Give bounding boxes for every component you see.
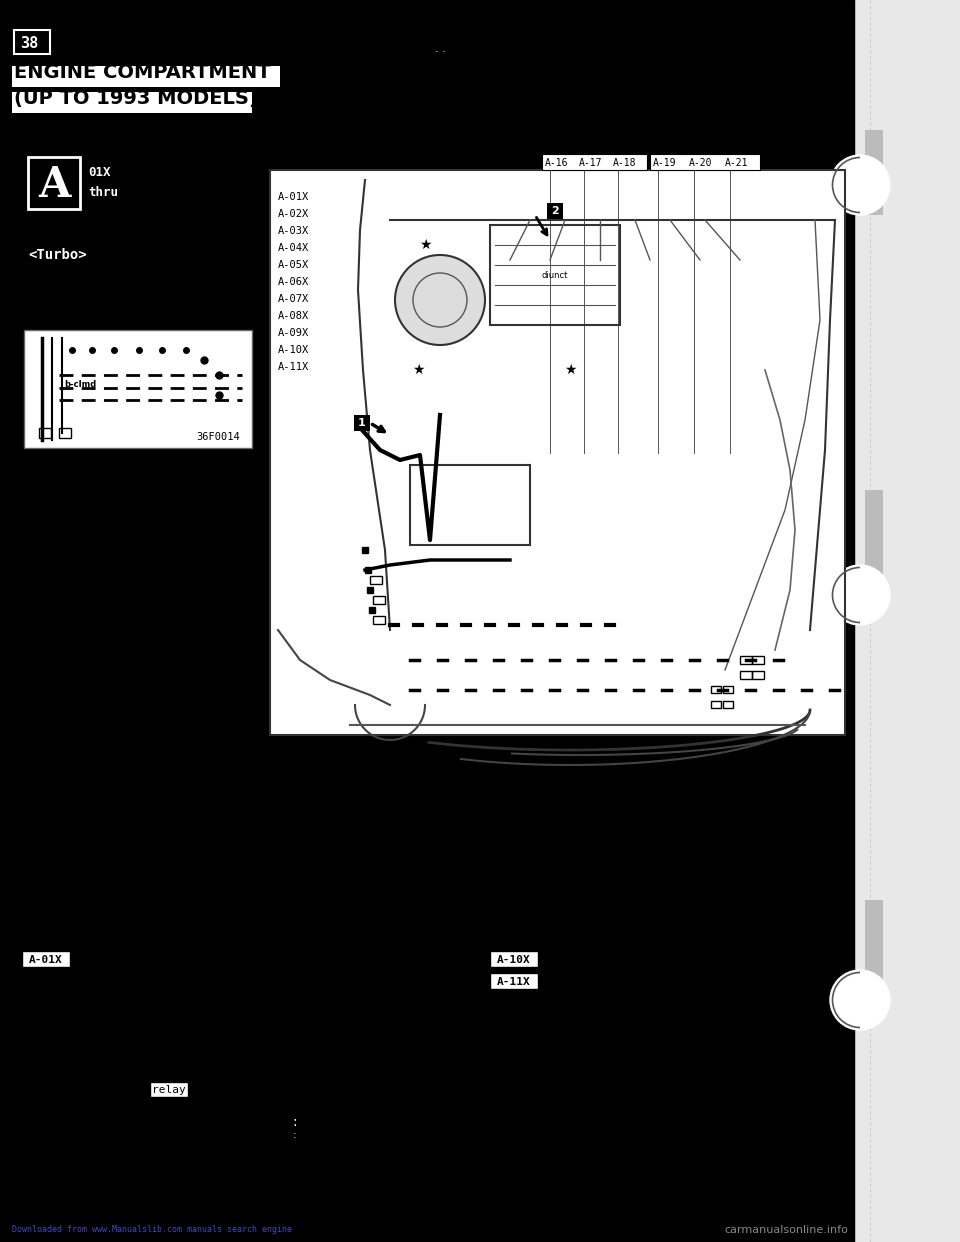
Text: ★: ★ bbox=[412, 363, 424, 378]
Text: A-02X: A-02X bbox=[278, 209, 309, 219]
Text: carmanualsonline.info: carmanualsonline.info bbox=[724, 1225, 848, 1235]
Text: Downloaded from www.Manualslib.com manuals search engine: Downloaded from www.Manualslib.com manua… bbox=[12, 1226, 292, 1235]
Text: A-09X: A-09X bbox=[278, 328, 309, 338]
Text: A-21: A-21 bbox=[725, 158, 749, 168]
Text: 36F0014: 36F0014 bbox=[196, 432, 240, 442]
Text: A-20: A-20 bbox=[689, 158, 712, 168]
Bar bbox=[740, 671, 752, 679]
Bar bbox=[865, 900, 883, 1000]
Text: A-08X: A-08X bbox=[278, 310, 309, 320]
Text: 01X: 01X bbox=[88, 165, 110, 179]
Bar bbox=[740, 656, 752, 664]
Circle shape bbox=[830, 565, 890, 625]
Text: A-11X: A-11X bbox=[278, 361, 309, 373]
Bar bbox=[711, 700, 721, 708]
Text: A-10X: A-10X bbox=[278, 345, 309, 355]
Bar bbox=[855, 0, 960, 1242]
Text: A-07X: A-07X bbox=[278, 294, 309, 304]
Text: A-16: A-16 bbox=[545, 158, 568, 168]
Bar bbox=[547, 202, 563, 219]
Bar bbox=[354, 415, 370, 431]
Circle shape bbox=[395, 255, 485, 345]
Text: 2: 2 bbox=[551, 206, 559, 216]
Circle shape bbox=[830, 155, 890, 215]
Text: A-03X: A-03X bbox=[278, 226, 309, 236]
Text: thru: thru bbox=[88, 185, 118, 199]
Bar bbox=[752, 671, 764, 679]
Text: A-06X: A-06X bbox=[278, 277, 309, 287]
Text: ★: ★ bbox=[419, 238, 431, 252]
Circle shape bbox=[830, 970, 890, 1030]
Bar bbox=[865, 491, 883, 575]
Bar bbox=[490, 225, 620, 325]
Text: (UP TO 1993 MODELS): (UP TO 1993 MODELS) bbox=[14, 89, 257, 108]
Bar bbox=[723, 686, 733, 693]
Text: ENGINE COMPARTMENT: ENGINE COMPARTMENT bbox=[14, 63, 271, 82]
Bar bbox=[711, 686, 721, 693]
Text: A-05X: A-05X bbox=[278, 260, 309, 270]
Text: A-01X: A-01X bbox=[278, 193, 309, 202]
Text: A-04X: A-04X bbox=[278, 243, 309, 253]
Bar bbox=[373, 596, 385, 604]
Bar bbox=[490, 972, 538, 989]
Bar bbox=[542, 154, 647, 170]
Bar bbox=[150, 1082, 188, 1097]
Bar bbox=[410, 465, 530, 545]
Bar bbox=[270, 170, 845, 735]
Bar bbox=[24, 330, 252, 448]
Bar bbox=[490, 951, 538, 968]
Text: b-clmd: b-clmd bbox=[64, 380, 96, 389]
Text: A: A bbox=[37, 164, 70, 206]
Bar bbox=[650, 154, 760, 170]
Bar bbox=[723, 700, 733, 708]
Bar bbox=[22, 951, 70, 968]
Bar bbox=[752, 656, 764, 664]
Text: · ·: · · bbox=[435, 47, 445, 57]
Bar bbox=[373, 616, 385, 623]
Bar bbox=[12, 92, 252, 113]
Text: A-10X: A-10X bbox=[497, 955, 531, 965]
Bar bbox=[28, 156, 80, 209]
Bar bbox=[14, 30, 50, 53]
Text: relay: relay bbox=[152, 1086, 186, 1095]
Text: ★: ★ bbox=[564, 363, 576, 378]
Bar bbox=[12, 66, 280, 87]
Bar bbox=[865, 130, 883, 215]
Text: :: : bbox=[293, 1115, 298, 1129]
Bar bbox=[370, 576, 382, 584]
Text: A-18: A-18 bbox=[613, 158, 636, 168]
Text: :: : bbox=[293, 1130, 297, 1140]
Text: 38: 38 bbox=[20, 36, 38, 51]
Bar bbox=[39, 428, 51, 438]
Text: 1: 1 bbox=[358, 419, 366, 428]
Text: A-17: A-17 bbox=[579, 158, 603, 168]
Text: <Turbo>: <Turbo> bbox=[28, 248, 86, 262]
Bar bbox=[59, 428, 71, 438]
Text: diunct: diunct bbox=[541, 271, 568, 279]
Text: A-01X: A-01X bbox=[29, 955, 62, 965]
Text: A-19: A-19 bbox=[653, 158, 677, 168]
Text: A-11X: A-11X bbox=[497, 977, 531, 987]
